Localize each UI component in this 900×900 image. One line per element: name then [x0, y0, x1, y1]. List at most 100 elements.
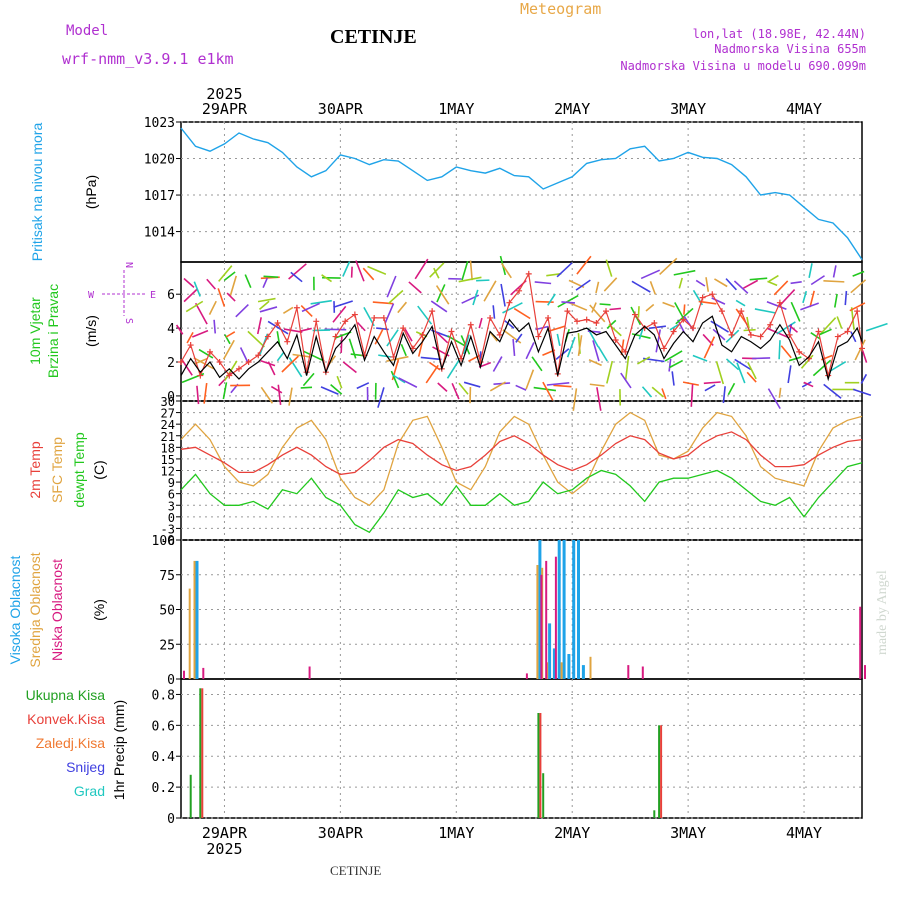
- wind-arrow: [854, 339, 866, 361]
- wind-arrow: [561, 301, 576, 304]
- wind-arrow: [640, 269, 661, 280]
- gust-marker: [284, 338, 291, 345]
- wind-arrow: [501, 263, 512, 279]
- gust-marker: [718, 308, 725, 315]
- wind-arrow: [692, 354, 708, 362]
- y-tick-label: -6: [161, 534, 175, 548]
- wind-arrow: [587, 330, 601, 334]
- wind-arrow: [500, 283, 506, 307]
- credit-label: made by Angel: [875, 570, 890, 655]
- wind-arrow: [489, 381, 506, 392]
- wind-arrow: [300, 386, 313, 389]
- wind-arrow: [577, 335, 583, 356]
- cloud-bar-high: [567, 654, 571, 679]
- wind-arrow: [300, 304, 313, 317]
- cloud-bar-high: [562, 540, 566, 679]
- wind-arrow: [735, 299, 746, 307]
- gust-marker: [564, 308, 571, 315]
- wind-unit: (m/s): [83, 315, 99, 347]
- wind-arrow: [301, 302, 320, 313]
- wind-arrow: [591, 302, 597, 313]
- wind-arrow: [852, 388, 872, 396]
- wind-arrow: [425, 364, 439, 384]
- wind-arrow: [849, 302, 866, 312]
- wind-arrow: [800, 302, 819, 311]
- pressure-unit: (hPa): [83, 175, 99, 209]
- x-tick-label-top: 29APR: [202, 100, 248, 118]
- meteogram-title: Meteogram: [520, 0, 601, 18]
- wind-arrow: [746, 316, 750, 329]
- wind-arrow: [800, 354, 814, 369]
- wind-arrow: [463, 381, 481, 388]
- wind-arrow: [430, 300, 448, 313]
- wind-arrow: [547, 325, 566, 333]
- x-tick-label-top: 30APR: [318, 100, 364, 118]
- wind-arrow: [648, 325, 666, 330]
- gust-marker: [834, 333, 841, 340]
- wind-arrow: [803, 381, 814, 388]
- wind-arrow: [596, 387, 602, 411]
- wind-arrow: [374, 328, 384, 345]
- wind-arrow: [490, 332, 498, 342]
- wind-arrow: [790, 301, 801, 322]
- wind-arrow: [502, 302, 523, 314]
- wind-arrow: [259, 306, 278, 313]
- model-altitude-label: Nadmorska Visina u modelu 690.099m: [620, 59, 866, 73]
- wind-label-1: 10m Vjetar: [27, 297, 43, 365]
- wind-arrow: [257, 297, 276, 303]
- model-label: Model: [66, 23, 108, 39]
- wind-arrow: [397, 301, 408, 314]
- gust-marker: [545, 314, 552, 321]
- y-tick-label: 3: [168, 499, 175, 513]
- wind-arrow: [661, 388, 667, 400]
- wind-arrow: [637, 356, 651, 365]
- precip-unit: 1hr Precip (mm): [111, 700, 127, 800]
- gust-marker: [612, 336, 619, 343]
- wind-arrow: [746, 371, 757, 383]
- wind-arrow: [576, 255, 592, 275]
- wind-arrow: [330, 384, 343, 395]
- wind-arrow: [310, 299, 332, 305]
- wind-arrow: [768, 274, 779, 282]
- wind-arrow: [262, 277, 268, 289]
- wind-arrow: [620, 372, 632, 389]
- wind-arrow: [690, 384, 694, 407]
- wind-arrow: [525, 342, 535, 360]
- x-tick-label-top: 1MAY: [438, 100, 474, 118]
- wind-arrow: [736, 362, 746, 384]
- precip-legend-item: Snijeg: [66, 759, 105, 775]
- gust-marker: [632, 311, 638, 318]
- wind-arrow: [546, 272, 562, 277]
- wind-arrow: [260, 360, 276, 367]
- wind-arrow: [754, 308, 776, 314]
- wind-arrow: [183, 288, 198, 303]
- series-line-2m-temp: [180, 431, 863, 476]
- wind-arrow: [435, 285, 450, 305]
- wind-arrow: [637, 306, 640, 318]
- wind-arrow: [342, 261, 351, 277]
- year-label-top: 2025: [206, 85, 242, 103]
- wind-arrow: [224, 334, 231, 345]
- gust-marker: [235, 365, 242, 372]
- wind-arrow: [333, 300, 353, 308]
- wind-arrow: [342, 361, 357, 374]
- x-tick-label-bottom: 30APR: [318, 824, 364, 842]
- wind-arrow: [263, 275, 279, 279]
- wind-arrow: [367, 265, 387, 275]
- y-tick-label: 24: [161, 418, 175, 432]
- wind-arrow: [400, 343, 407, 357]
- gust-marker: [371, 314, 378, 321]
- city-title: CETINJE: [330, 26, 417, 48]
- gust-marker: [419, 331, 426, 338]
- gust-marker: [583, 316, 590, 323]
- wind-legend-s: S: [123, 318, 134, 324]
- wind-arrow: [504, 320, 515, 329]
- wind-arrow: [239, 347, 249, 363]
- y-tick-label: 50: [159, 604, 175, 619]
- temp2m-label: 2m Temp: [27, 441, 43, 499]
- wind-arrow: [404, 328, 413, 342]
- gust-marker: [264, 333, 271, 340]
- gust-marker: [400, 325, 407, 332]
- wind-arrow: [852, 270, 865, 277]
- wind-arrow: [533, 386, 557, 392]
